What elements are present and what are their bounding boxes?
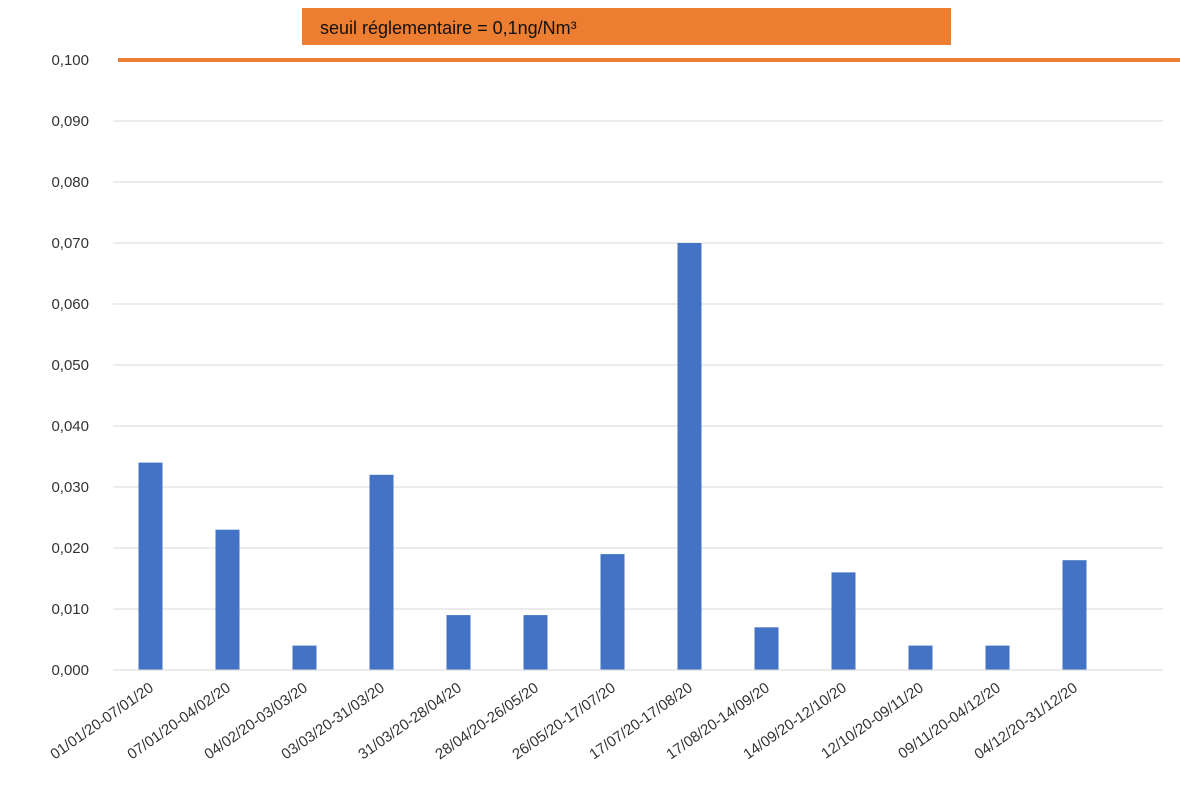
bar — [1062, 560, 1087, 670]
bar — [369, 474, 394, 670]
bar — [985, 645, 1010, 670]
y-tick-label: 0,060 — [51, 296, 89, 313]
y-tick-label: 0,090 — [51, 113, 89, 130]
y-tick-label: 0,080 — [51, 174, 89, 191]
bar — [138, 462, 163, 670]
threshold-label-box — [302, 8, 951, 45]
threshold-label: seuil réglementaire = 0,1ng/Nm³ — [320, 18, 577, 38]
x-axis: 01/01/20-07/01/2007/01/20-04/02/2004/02/… — [47, 679, 1081, 763]
y-tick-label: 0,020 — [51, 540, 89, 557]
bar — [908, 645, 933, 670]
bar — [523, 615, 548, 670]
bar — [600, 554, 625, 670]
bar — [292, 645, 317, 670]
y-axis: 0,000 0,010 0,020 0,030 0,040 0,050 0,060 0,070… — [51, 52, 89, 679]
y-tick-label: 0,010 — [51, 601, 89, 618]
y-tick-label: 0,100 — [51, 52, 89, 69]
bar — [677, 243, 702, 670]
grid — [113, 120, 1163, 610]
y-tick-label: 0,050 — [51, 357, 89, 374]
bar — [831, 572, 856, 670]
y-tick-label: 0,040 — [51, 418, 89, 435]
bar — [754, 627, 779, 670]
bar — [446, 615, 471, 670]
bar — [215, 529, 240, 670]
y-tick-label: 0,030 — [51, 479, 89, 496]
y-tick-label: 0,070 — [51, 235, 89, 252]
bars — [138, 243, 1087, 670]
y-tick-label: 0,000 — [51, 662, 89, 679]
